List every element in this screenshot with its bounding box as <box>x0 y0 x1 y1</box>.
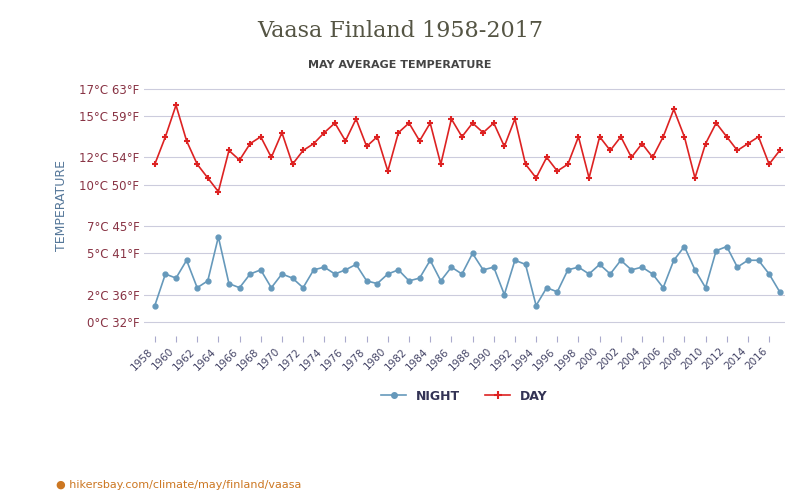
Text: MAY AVERAGE TEMPERATURE: MAY AVERAGE TEMPERATURE <box>308 60 492 70</box>
Y-axis label: TEMPERATURE: TEMPERATURE <box>55 160 68 251</box>
Text: Vaasa Finland 1958-2017: Vaasa Finland 1958-2017 <box>257 20 543 42</box>
Legend: NIGHT, DAY: NIGHT, DAY <box>376 384 553 407</box>
Text: ● hikersbay.com/climate/may/finland/vaasa: ● hikersbay.com/climate/may/finland/vaas… <box>56 480 302 490</box>
